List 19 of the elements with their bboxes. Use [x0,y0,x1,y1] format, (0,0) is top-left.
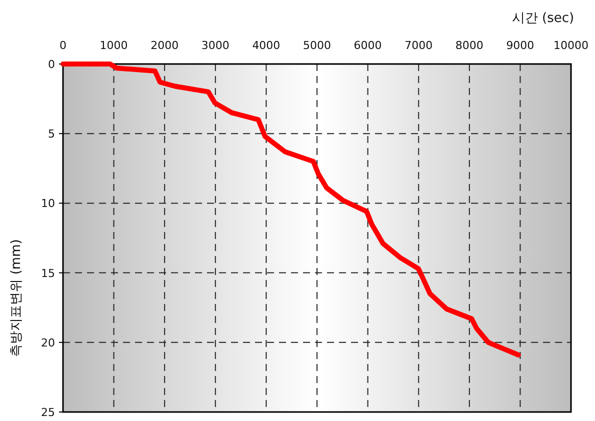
x-tick-label: 7000 [404,39,433,52]
x-tick-label: 10000 [554,39,588,52]
y-tick-label: 25 [41,406,55,419]
y-tick-label: 0 [48,58,55,71]
x-tick-label: 5000 [303,39,331,52]
x-tick-label: 6000 [354,39,382,52]
x-axis-title: 시간 (sec) [512,11,574,26]
x-tick-label: 8000 [455,39,484,52]
y-tick-label: 5 [48,128,55,141]
x-tick-label: 0 [60,39,66,52]
x-tick-label: 3000 [201,39,230,52]
y-tick-label: 20 [41,336,55,350]
y-tick-label: 10 [41,197,55,210]
y-axis-title: 측방지표변위 (mm) [9,239,24,357]
x-tick-label: 1000 [100,39,128,52]
x-tick-label: 4000 [252,39,280,52]
y-tick-label: 15 [41,266,55,280]
x-tick-label: 2000 [150,39,179,52]
x-tick-label: 9000 [506,39,534,52]
